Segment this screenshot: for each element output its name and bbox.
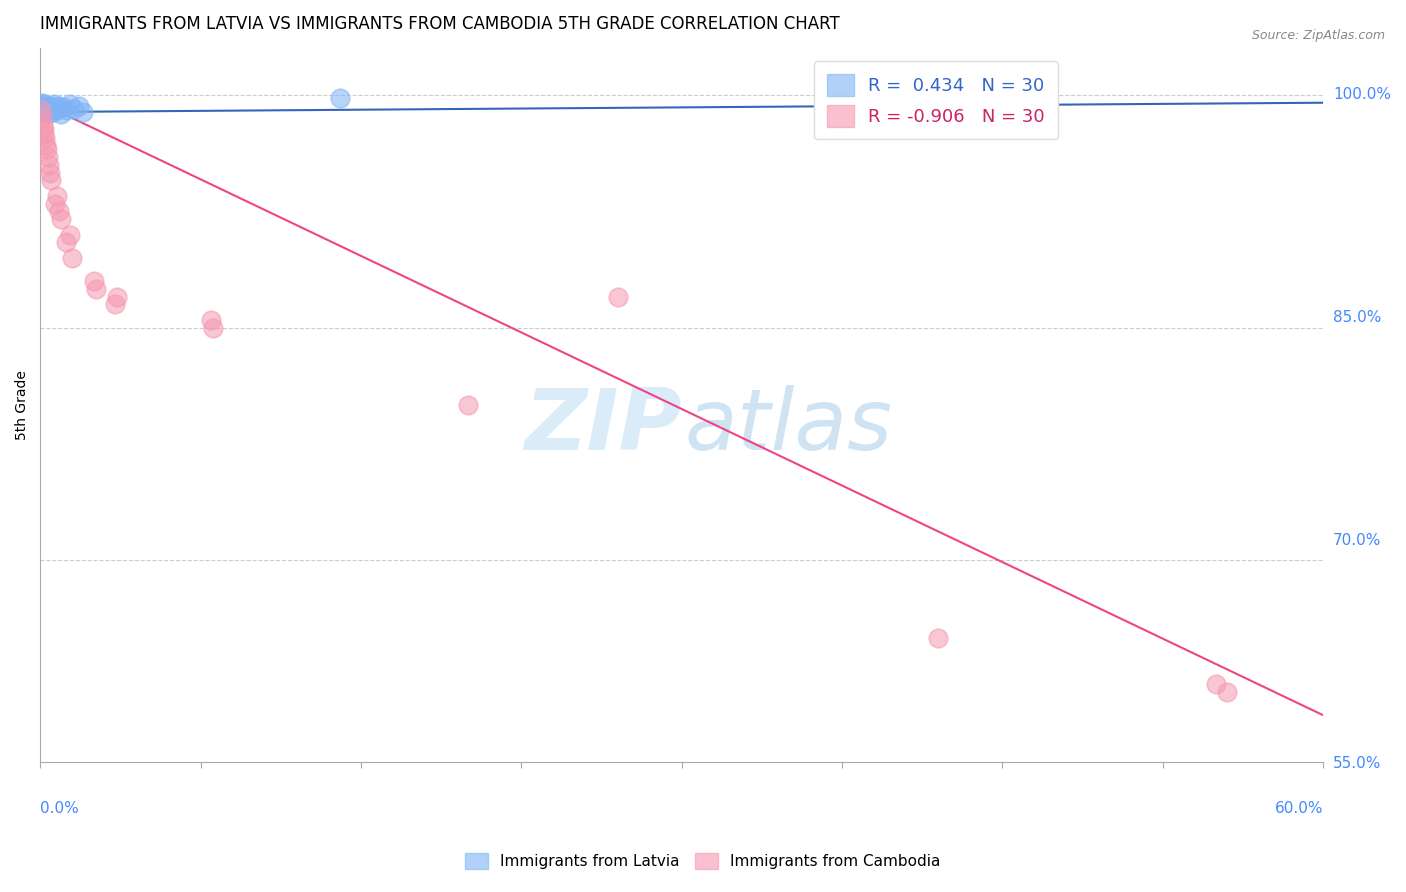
Point: [38, 100, 60, 114]
Point: [55, 103, 77, 118]
Point: [34, 131, 56, 145]
Text: Source: ZipAtlas.com: Source: ZipAtlas.com: [1251, 29, 1385, 42]
Point: [46, 102, 69, 116]
Point: [1216, 685, 1239, 699]
Point: [30, 100, 52, 114]
Point: [35, 99, 58, 113]
Point: [35, 142, 58, 156]
Point: [44, 196, 66, 211]
Y-axis label: 5th Grade: 5th Grade: [15, 370, 30, 440]
Point: [32, 102, 55, 116]
Point: [42, 97, 65, 112]
Point: [63, 102, 86, 116]
Point: [328, 91, 350, 105]
Text: IMMIGRANTS FROM LATVIA VS IMMIGRANTS FROM CAMBODIA 5TH GRADE CORRELATION CHART: IMMIGRANTS FROM LATVIA VS IMMIGRANTS FRO…: [41, 15, 839, 33]
Point: [30, 103, 52, 118]
Point: [51, 212, 73, 227]
Point: [44, 100, 66, 114]
Point: [35, 137, 58, 152]
Text: 0.0%: 0.0%: [41, 801, 79, 816]
Point: [34, 100, 56, 114]
Text: 60.0%: 60.0%: [1275, 801, 1323, 816]
Point: [104, 297, 127, 311]
Point: [45, 103, 67, 118]
Point: [37, 150, 59, 164]
Point: [39, 99, 62, 113]
Legend: Immigrants from Latvia, Immigrants from Cambodia: Immigrants from Latvia, Immigrants from …: [460, 847, 946, 875]
Point: [457, 398, 479, 412]
Point: [31, 99, 53, 113]
Point: [35, 102, 58, 116]
Point: [32, 119, 55, 133]
Point: [200, 313, 222, 327]
Point: [83, 274, 105, 288]
Point: [1205, 677, 1227, 691]
Point: [42, 105, 65, 120]
Point: [34, 103, 56, 118]
Point: [59, 97, 82, 112]
Point: [202, 320, 225, 334]
Point: [31, 112, 53, 126]
Point: [59, 227, 82, 242]
Point: [55, 235, 77, 250]
Text: atlas: atlas: [685, 385, 893, 468]
Point: [67, 99, 90, 113]
Point: [46, 188, 69, 202]
Point: [39, 173, 62, 187]
Point: [31, 95, 53, 110]
Point: [60, 251, 83, 265]
Point: [38, 158, 60, 172]
Point: [48, 99, 70, 113]
Point: [38, 103, 60, 118]
Point: [105, 289, 128, 303]
Point: [31, 103, 53, 118]
Point: [51, 106, 73, 120]
Text: ZIP: ZIP: [524, 385, 682, 468]
Point: [32, 127, 55, 141]
Point: [606, 289, 628, 303]
Point: [34, 122, 56, 136]
Point: [52, 100, 75, 114]
Point: [34, 97, 56, 112]
Point: [41, 102, 63, 116]
Point: [38, 165, 60, 179]
Point: [72, 105, 94, 120]
Point: [84, 282, 107, 296]
Point: [48, 204, 70, 219]
Point: [927, 631, 949, 645]
Legend: R =  0.434   N = 30, R = -0.906   N = 30: R = 0.434 N = 30, R = -0.906 N = 30: [814, 61, 1057, 139]
Point: [37, 106, 59, 120]
Point: [32, 105, 55, 120]
